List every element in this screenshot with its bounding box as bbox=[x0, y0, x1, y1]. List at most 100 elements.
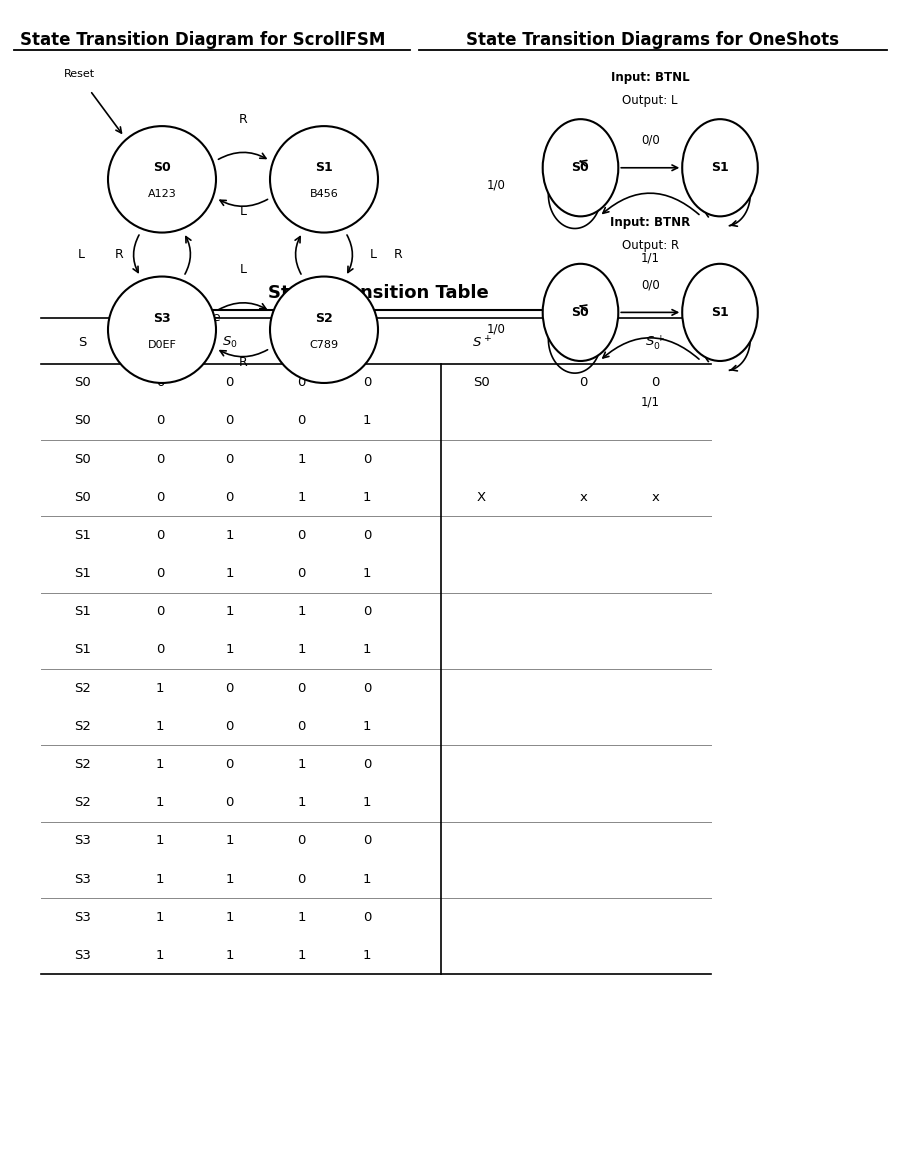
Text: S1: S1 bbox=[711, 161, 729, 175]
Text: 1: 1 bbox=[363, 567, 372, 580]
Ellipse shape bbox=[270, 126, 378, 233]
Text: 1: 1 bbox=[225, 911, 234, 923]
Text: S0: S0 bbox=[153, 161, 171, 175]
Text: $S_1$: $S_1$ bbox=[152, 336, 168, 351]
Text: FSM: FSM bbox=[320, 296, 346, 309]
Text: 0: 0 bbox=[363, 605, 372, 618]
Ellipse shape bbox=[270, 277, 378, 383]
Text: S0: S0 bbox=[75, 491, 91, 503]
Circle shape bbox=[543, 264, 618, 361]
Text: 1: 1 bbox=[363, 491, 372, 503]
Text: 1: 1 bbox=[297, 796, 306, 809]
Text: 1: 1 bbox=[225, 529, 234, 541]
Text: C789: C789 bbox=[310, 340, 338, 349]
Text: x: x bbox=[580, 491, 587, 503]
Text: 0: 0 bbox=[156, 605, 165, 618]
Text: 1: 1 bbox=[156, 911, 165, 923]
Circle shape bbox=[682, 119, 758, 216]
Text: S3: S3 bbox=[75, 834, 91, 847]
Text: 1: 1 bbox=[297, 911, 306, 923]
Text: S3: S3 bbox=[153, 311, 171, 325]
Text: R: R bbox=[363, 336, 372, 349]
Text: 0: 0 bbox=[297, 681, 306, 694]
Text: 0: 0 bbox=[225, 720, 234, 732]
Text: $S^+$: $S^+$ bbox=[472, 334, 491, 351]
Text: S0: S0 bbox=[75, 452, 91, 465]
Text: 1: 1 bbox=[297, 643, 306, 656]
Text: 1: 1 bbox=[363, 949, 372, 961]
Text: S2: S2 bbox=[75, 758, 91, 771]
Text: 0: 0 bbox=[225, 376, 234, 389]
Text: 0: 0 bbox=[363, 681, 372, 694]
Text: 1/0: 1/0 bbox=[487, 323, 505, 336]
Text: 1: 1 bbox=[363, 643, 372, 656]
Text: 1: 1 bbox=[225, 872, 234, 885]
Text: 0: 0 bbox=[651, 376, 660, 389]
Text: $S_0^+$: $S_0^+$ bbox=[645, 333, 665, 352]
Text: 0: 0 bbox=[297, 567, 306, 580]
Text: 1/0: 1/0 bbox=[487, 178, 505, 191]
Text: A123: A123 bbox=[148, 190, 176, 199]
Text: 0: 0 bbox=[297, 376, 306, 389]
Ellipse shape bbox=[108, 277, 216, 383]
Text: Reset: Reset bbox=[64, 69, 94, 79]
Text: L: L bbox=[239, 205, 247, 219]
Text: S1: S1 bbox=[75, 605, 91, 618]
Text: S0: S0 bbox=[75, 414, 91, 427]
Text: 1: 1 bbox=[297, 949, 306, 961]
Text: Inputs: Inputs bbox=[312, 314, 354, 326]
Text: R: R bbox=[238, 355, 248, 369]
Text: 1: 1 bbox=[363, 414, 372, 427]
Text: L: L bbox=[77, 248, 85, 261]
Text: 0: 0 bbox=[363, 529, 372, 541]
Text: 1: 1 bbox=[363, 720, 372, 732]
Text: 0: 0 bbox=[156, 567, 165, 580]
Text: 0/0: 0/0 bbox=[641, 134, 660, 147]
Text: B456: B456 bbox=[310, 190, 338, 199]
Text: Output: L: Output: L bbox=[623, 94, 678, 108]
Text: S1: S1 bbox=[75, 643, 91, 656]
Text: 0: 0 bbox=[225, 758, 234, 771]
Text: 0: 0 bbox=[297, 834, 306, 847]
Text: 1: 1 bbox=[363, 872, 372, 885]
Text: S0: S0 bbox=[473, 376, 490, 389]
Text: $S_1^+$: $S_1^+$ bbox=[573, 333, 593, 352]
Text: D0EF: D0EF bbox=[148, 340, 176, 349]
Text: 1: 1 bbox=[156, 720, 165, 732]
Text: S1: S1 bbox=[315, 161, 333, 175]
Text: R: R bbox=[238, 112, 248, 126]
Text: 1: 1 bbox=[297, 452, 306, 465]
Text: S0: S0 bbox=[572, 161, 590, 175]
Text: 0: 0 bbox=[156, 529, 165, 541]
Text: 0: 0 bbox=[225, 491, 234, 503]
Circle shape bbox=[543, 119, 618, 216]
Text: 0: 0 bbox=[156, 643, 165, 656]
Text: 1: 1 bbox=[156, 872, 165, 885]
Text: 0: 0 bbox=[363, 911, 372, 923]
Text: 1: 1 bbox=[156, 681, 165, 694]
Text: 0/0: 0/0 bbox=[641, 279, 660, 292]
Text: X: X bbox=[477, 491, 486, 503]
Text: L: L bbox=[298, 336, 305, 349]
Text: 1: 1 bbox=[225, 567, 234, 580]
Text: L: L bbox=[239, 263, 247, 277]
Text: 0/0: 0/0 bbox=[732, 172, 750, 186]
Text: S1: S1 bbox=[711, 305, 729, 319]
Text: 0: 0 bbox=[363, 376, 372, 389]
Text: Next State: Next State bbox=[545, 311, 616, 324]
Text: 1: 1 bbox=[156, 758, 165, 771]
Text: 0: 0 bbox=[579, 376, 588, 389]
Text: 1/1: 1/1 bbox=[641, 251, 660, 264]
Text: 0: 0 bbox=[363, 452, 372, 465]
Text: 1: 1 bbox=[225, 949, 234, 961]
Text: 0: 0 bbox=[225, 796, 234, 809]
Text: State Transition Table: State Transition Table bbox=[267, 283, 489, 302]
Text: 0: 0 bbox=[225, 452, 234, 465]
Text: S3: S3 bbox=[75, 911, 91, 923]
Text: 1: 1 bbox=[225, 605, 234, 618]
Text: 0: 0 bbox=[225, 414, 234, 427]
Text: 1/1: 1/1 bbox=[641, 396, 660, 408]
Text: 1: 1 bbox=[156, 796, 165, 809]
Text: R: R bbox=[393, 248, 402, 261]
Text: S2: S2 bbox=[315, 311, 333, 325]
